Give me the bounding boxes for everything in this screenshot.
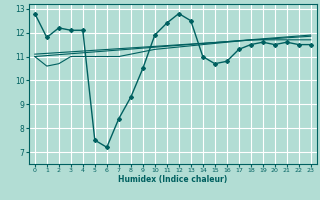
X-axis label: Humidex (Indice chaleur): Humidex (Indice chaleur) [118,175,228,184]
